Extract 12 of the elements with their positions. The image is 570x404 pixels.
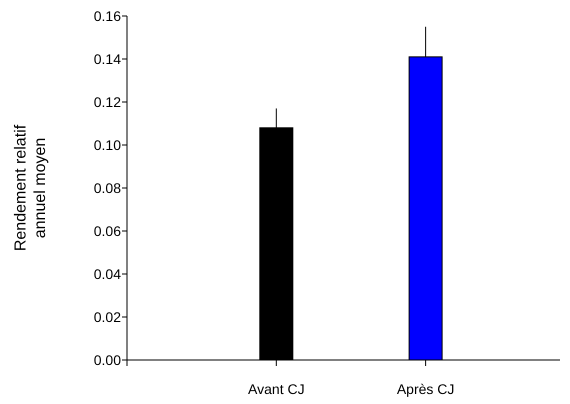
y-tick-label: 0.12 [94, 94, 122, 110]
y-tick-label: 0.04 [94, 266, 122, 282]
y-tick-label: 0.02 [94, 308, 122, 325]
x-tick-label: Après CJ [396, 381, 454, 397]
y-axis-title: Rendement relatif annuel moyen [12, 124, 49, 252]
y-tick-label: 0.06 [94, 222, 122, 239]
x-tick-label: Avant CJ [248, 381, 305, 397]
y-tick-label: 0.16 [94, 8, 122, 24]
y-tick-label: 0.00 [94, 352, 122, 368]
y-tick-label: 0.10 [94, 136, 122, 153]
y-tick-label: 0.14 [94, 50, 122, 67]
y-tick-label: 0.08 [94, 180, 122, 196]
